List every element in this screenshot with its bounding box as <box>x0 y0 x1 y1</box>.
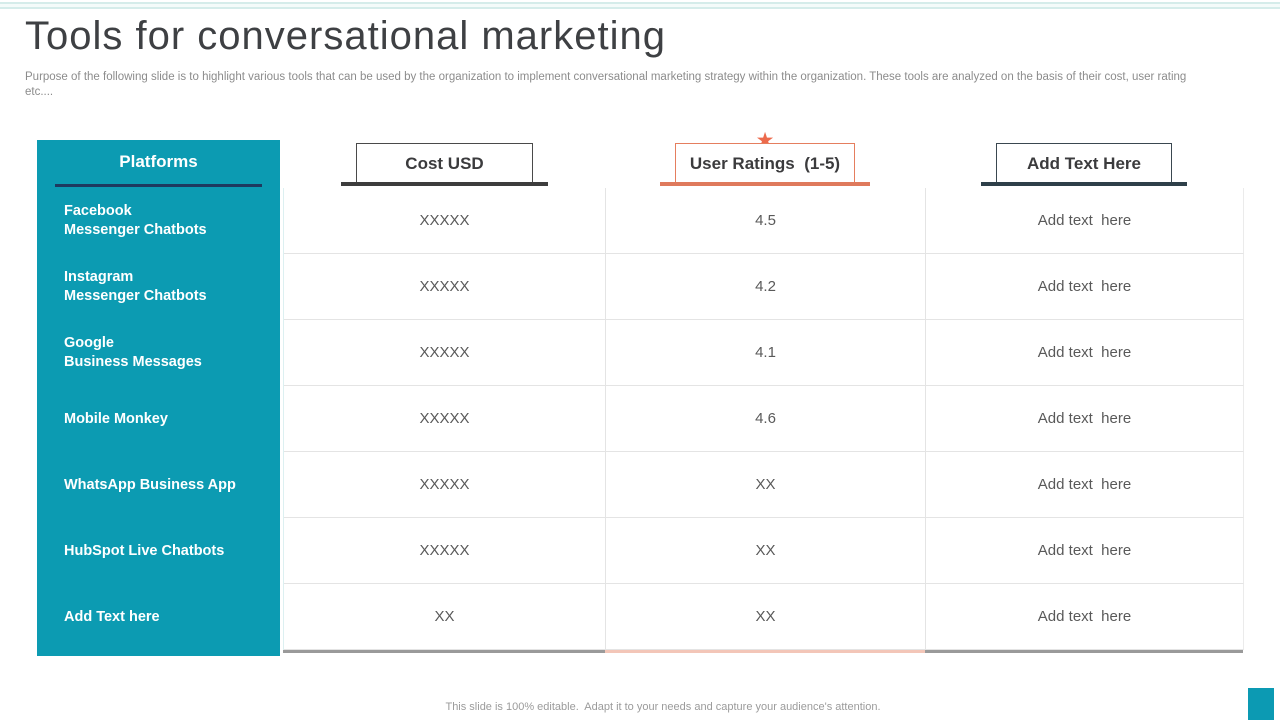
comparison-table: XXXXX 4.5 Add text here XXXXX 4.2 Add te… <box>283 188 1244 650</box>
cost-cell[interactable]: XX <box>284 584 606 650</box>
table-bottom-bar-cost <box>283 650 605 653</box>
note-cell[interactable]: Add text here <box>926 584 1244 650</box>
cost-cell[interactable]: XXXXX <box>284 386 606 452</box>
rating-cell: 4.6 <box>606 386 926 452</box>
platforms-header-underline <box>55 184 262 187</box>
platforms-panel: Platforms Facebook Messenger Chatbots In… <box>37 140 280 656</box>
note-cell[interactable]: Add text here <box>926 518 1244 584</box>
platform-label-line1: Google <box>64 335 114 351</box>
platform-label-line1: Mobile Monkey <box>64 410 168 427</box>
platform-label-line1: Add Text here <box>64 608 160 625</box>
platform-item-instagram: Instagram Messenger Chatbots <box>37 254 280 320</box>
note-cell[interactable]: Add text here <box>926 386 1244 452</box>
cost-header-underline <box>341 182 548 186</box>
rating-cell: 4.5 <box>606 188 926 254</box>
cost-cell[interactable]: XXXXX <box>284 320 606 386</box>
column-header-user-ratings: User Ratings (1-5) <box>675 143 855 185</box>
ratings-header-underline <box>660 182 870 186</box>
platform-label-line1: HubSpot Live Chatbots <box>64 542 225 559</box>
page-title: Tools for conversational marketing <box>25 14 666 58</box>
platforms-list: Facebook Messenger Chatbots Instagram Me… <box>37 188 280 650</box>
cost-cell[interactable]: XXXXX <box>284 452 606 518</box>
platform-label-line2: Business Messages <box>64 354 202 370</box>
platforms-column-header: Platforms <box>119 152 198 171</box>
platform-item-facebook: Facebook Messenger Chatbots <box>37 188 280 254</box>
corner-accent-square <box>1248 688 1274 720</box>
platform-item-whatsapp: WhatsApp Business App <box>37 452 280 518</box>
cost-cell[interactable]: XXXXX <box>284 518 606 584</box>
rating-cell: 4.2 <box>606 254 926 320</box>
cost-cell[interactable]: XXXXX <box>284 254 606 320</box>
table-bottom-bar-ratings <box>605 650 925 653</box>
platform-label-line2: Messenger Chatbots <box>64 222 207 238</box>
platform-item-placeholder[interactable]: Add Text here <box>37 584 280 650</box>
note-cell[interactable]: Add text here <box>926 452 1244 518</box>
platform-label-line1: Instagram <box>64 269 134 285</box>
rating-cell[interactable]: XX <box>606 452 926 518</box>
platform-label-line1: WhatsApp Business App <box>64 476 236 493</box>
platform-label-line1: Facebook <box>64 203 132 219</box>
platform-item-mobile-monkey: Mobile Monkey <box>37 386 280 452</box>
rating-cell[interactable]: XX <box>606 584 926 650</box>
slide-description: Purpose of the following slide is to hig… <box>25 71 1187 98</box>
note-cell[interactable]: Add text here <box>926 254 1244 320</box>
rating-cell: 4.1 <box>606 320 926 386</box>
top-decorative-band <box>0 0 1280 11</box>
platform-item-google: Google Business Messages <box>37 320 280 386</box>
column-header-add-text[interactable]: Add Text Here <box>996 143 1172 185</box>
note-cell[interactable]: Add text here <box>926 188 1244 254</box>
note-cell[interactable]: Add text here <box>926 320 1244 386</box>
cost-cell[interactable]: XXXXX <box>284 188 606 254</box>
column-header-cost: Cost USD <box>356 143 533 185</box>
platform-label-line2: Messenger Chatbots <box>64 288 207 304</box>
addtext-header-underline <box>981 182 1187 186</box>
footer-note: This slide is 100% editable. Adapt it to… <box>445 701 881 713</box>
platform-item-hubspot: HubSpot Live Chatbots <box>37 518 280 584</box>
rating-cell[interactable]: XX <box>606 518 926 584</box>
table-bottom-bar-addtext <box>925 650 1243 653</box>
